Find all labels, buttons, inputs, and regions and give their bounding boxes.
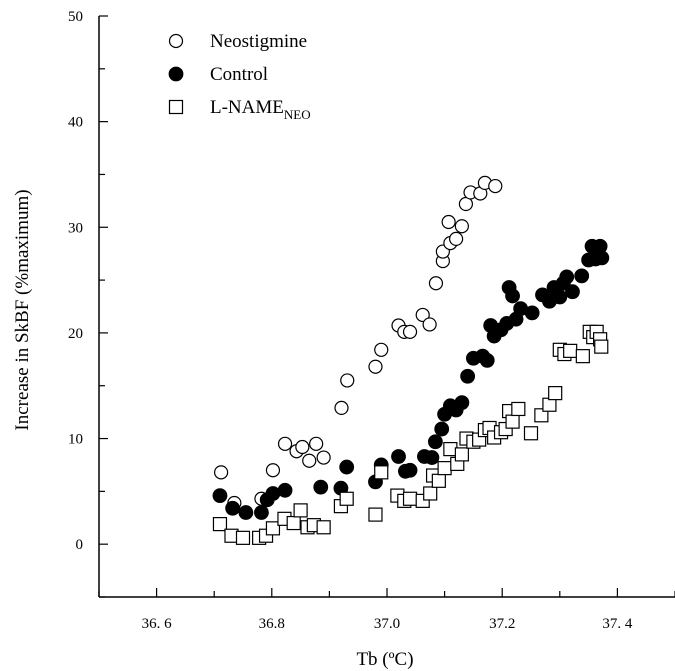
- data-point: [523, 426, 539, 441]
- data-point: [431, 473, 446, 488]
- data-point: [488, 178, 503, 194]
- data-point: [265, 486, 281, 501]
- data-point: [511, 401, 526, 417]
- data-point: [524, 305, 540, 321]
- data-point: [454, 395, 470, 411]
- data-point: [391, 449, 406, 464]
- legend-label: L-NAMENEO: [210, 97, 311, 122]
- y-tick-label: 30: [68, 220, 83, 236]
- data-point: [479, 352, 495, 368]
- data-point: [449, 231, 464, 246]
- y-tick-label: 10: [68, 432, 83, 448]
- data-point: [428, 276, 444, 291]
- data-point: [302, 453, 317, 468]
- data-point: [316, 450, 331, 465]
- y-tick-label: 20: [68, 326, 83, 342]
- legend-label: Control: [210, 64, 268, 85]
- series-control: [212, 238, 610, 520]
- data-point: [402, 324, 418, 339]
- data-point: [460, 368, 476, 384]
- data-point: [565, 284, 580, 300]
- data-point: [316, 520, 331, 535]
- y-tick-label: 40: [68, 115, 83, 131]
- x-tick-label: 37.0: [374, 616, 400, 632]
- data-point: [368, 507, 383, 522]
- data-point: [277, 482, 293, 498]
- data-point: [334, 400, 349, 416]
- data-point: [254, 505, 269, 520]
- data-point: [212, 517, 228, 532]
- series-l-nameneo: [212, 324, 609, 545]
- y-axis-title: Increase in SkBF (%maximum): [12, 189, 33, 430]
- data-point: [295, 439, 310, 455]
- data-point: [374, 465, 389, 480]
- data-point: [563, 343, 578, 358]
- data-point: [548, 386, 563, 401]
- data-point: [212, 488, 228, 503]
- data-point: [374, 342, 389, 357]
- legend-marker: [168, 33, 184, 49]
- data-point: [265, 463, 281, 478]
- data-point: [309, 436, 324, 451]
- series-neostigmine: [214, 175, 503, 511]
- legend: Neostigmine Control L-NAMENEO: [168, 31, 311, 122]
- data-point: [265, 521, 281, 536]
- x-axis-title: Tb (ºC): [356, 649, 413, 670]
- data-point: [286, 515, 301, 531]
- data-point: [574, 268, 590, 284]
- x-tick-label: 36.8: [259, 616, 285, 632]
- data-point: [454, 447, 469, 462]
- data-point: [424, 450, 440, 465]
- data-point: [559, 269, 575, 285]
- data-point: [402, 462, 418, 478]
- data-point: [402, 491, 418, 506]
- x-tick-label: 37. 4: [602, 616, 633, 632]
- data-point: [454, 219, 469, 234]
- data-point: [437, 461, 452, 476]
- legend-marker: [168, 99, 184, 115]
- data-point: [534, 408, 549, 423]
- data-point: [594, 250, 610, 266]
- data-point: [339, 491, 354, 506]
- x-tick-label: 36. 6: [142, 616, 173, 632]
- axes: [98, 16, 675, 598]
- tick-labels: 0 10 20 30 40 50 36. 6 36.8 37.0 37.2 37. 4: [68, 9, 633, 632]
- data-point: [552, 289, 568, 305]
- legend-marker: [168, 66, 184, 82]
- data-point: [277, 436, 293, 451]
- tick-marks: [98, 15, 675, 598]
- data-point: [427, 434, 443, 450]
- data-point: [293, 503, 308, 518]
- data-point: [594, 339, 609, 354]
- data-point: [422, 317, 437, 332]
- data-points: [212, 175, 610, 545]
- data-point: [423, 486, 438, 501]
- data-point: [434, 421, 450, 437]
- data-point: [339, 459, 355, 475]
- data-point: [441, 214, 456, 230]
- data-point: [505, 414, 520, 429]
- y-tick-label: 50: [68, 9, 83, 25]
- data-point: [313, 479, 329, 495]
- data-point: [575, 349, 590, 364]
- legend-label: Neostigmine: [210, 31, 307, 52]
- data-point: [415, 307, 430, 323]
- data-point: [505, 288, 520, 304]
- data-point: [214, 465, 229, 480]
- data-point: [225, 500, 241, 516]
- data-point: [368, 359, 383, 374]
- y-tick-label: 0: [76, 537, 84, 553]
- data-point: [235, 530, 251, 545]
- data-point: [340, 373, 355, 388]
- data-point: [238, 505, 254, 520]
- x-tick-label: 37.2: [489, 616, 515, 632]
